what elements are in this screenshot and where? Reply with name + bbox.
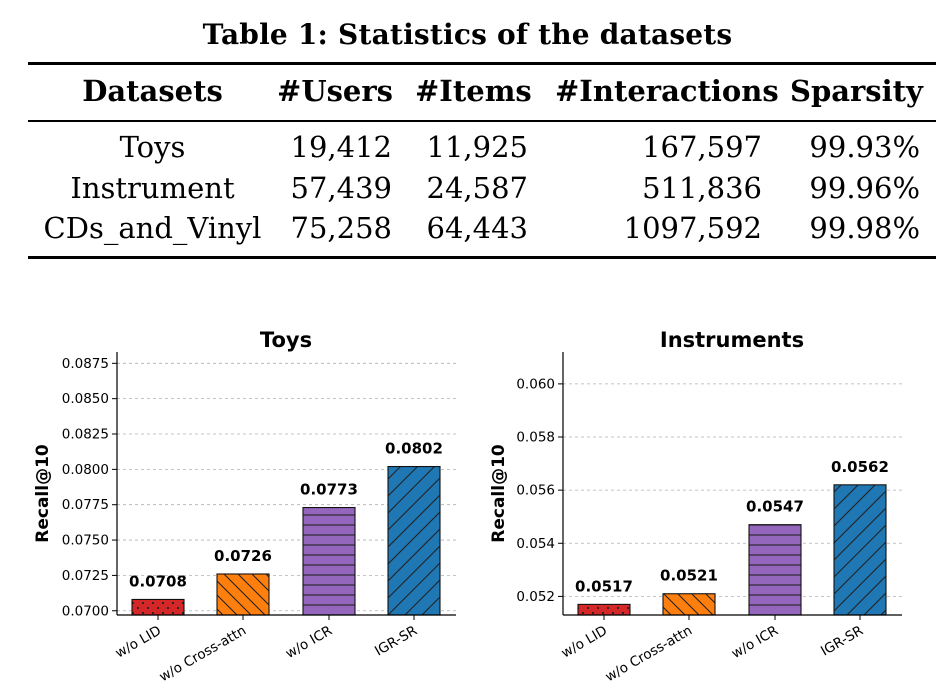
y-tick-label: 0.0800 [62, 462, 109, 478]
x-tick-label: w/o LID [559, 623, 610, 662]
row-cds-items: 64,443 [426, 211, 528, 245]
row-cds-sparsity: 99.98% [809, 211, 920, 245]
row-instrument-interactions: 511,836 [642, 171, 762, 205]
y-tick-label: 0.0775 [62, 497, 109, 513]
row-toys-interactions: 167,597 [642, 130, 762, 164]
header-datasets: Datasets [82, 74, 223, 108]
y-tick-label: 0.052 [516, 589, 555, 605]
bar-hatch [216, 573, 270, 616]
y-tick-label: 0.058 [516, 430, 555, 446]
header-interactions: #Interactions [555, 74, 779, 108]
x-tick-label: w/o ICR [729, 623, 781, 662]
row-instrument-name: Instrument [70, 171, 235, 205]
y-tick-label: 0.060 [516, 376, 555, 392]
y-tick-label: 0.0725 [62, 568, 109, 584]
toys-chart-title: Toys [260, 328, 312, 352]
header-users: #Users [277, 74, 393, 108]
y-tick-label: 0.0700 [62, 603, 109, 619]
y-axis-label: Recall@10 [489, 444, 509, 543]
y-tick-label: 0.0750 [62, 533, 109, 549]
bar-hatch [387, 465, 441, 616]
table-header-rule [28, 120, 936, 122]
y-tick-label: 0.0825 [62, 427, 109, 443]
row-instrument-items: 24,587 [426, 171, 528, 205]
row-cds-name: CDs_and_Vinyl [43, 211, 262, 245]
bar-hatch [833, 484, 887, 616]
header-items: #Items [415, 74, 532, 108]
instruments-chart-title: Instruments [660, 328, 804, 352]
x-tick-label: w/o LID [113, 623, 164, 662]
table-caption: Table 1: Statistics of the datasets [202, 18, 733, 51]
bar-hatch [131, 598, 185, 616]
y-tick-label: 0.056 [516, 483, 555, 499]
x-tick-label: w/o ICR [283, 623, 335, 662]
bar-hatch [577, 603, 631, 616]
x-tick-label: IGR-SR [818, 623, 866, 660]
row-cds-users: 75,258 [290, 211, 392, 245]
row-toys-name: Toys [119, 130, 186, 164]
row-instrument-sparsity: 99.96% [809, 171, 920, 205]
y-tick-label: 0.0875 [62, 356, 109, 372]
row-instrument-users: 57,439 [290, 171, 392, 205]
header-sparsity: Sparsity [790, 74, 923, 108]
row-toys-users: 19,412 [290, 130, 392, 164]
table-top-rule [28, 62, 936, 65]
x-tick-label: w/o Cross-attn [603, 623, 695, 686]
bar-value-label: 0.0517 [575, 577, 633, 595]
x-tick-label: w/o Cross-attn [157, 623, 249, 686]
row-cds-interactions: 1097,592 [623, 211, 762, 245]
x-tick-label: IGR-SR [372, 623, 420, 660]
y-tick-label: 0.0850 [62, 391, 109, 407]
row-toys-items: 11,925 [426, 130, 528, 164]
bar-value-label: 0.0773 [300, 481, 358, 499]
bar-value-label: 0.0521 [660, 567, 718, 585]
instruments-chart: 0.052 0.054 0.056 0.058 0.060 0.0517 w/o LID 0.… [489, 328, 902, 685]
row-toys-sparsity: 99.93% [809, 130, 920, 164]
toys-chart: 0.0700 0.0725 0.0750 0.0775 0.0800 0.0825 0.08… [33, 328, 456, 685]
bar-value-label: 0.0726 [214, 547, 272, 565]
bar-hatch [302, 506, 356, 616]
bar-value-label: 0.0708 [129, 572, 187, 590]
table-bottom-rule [28, 256, 936, 259]
y-axis-label: Recall@10 [33, 444, 53, 543]
bar-value-label: 0.0802 [385, 440, 443, 458]
bar-hatch [662, 593, 716, 616]
bar-hatch [748, 524, 802, 616]
bar-value-label: 0.0562 [831, 458, 889, 476]
bar-value-label: 0.0547 [746, 498, 804, 516]
y-tick-label: 0.054 [516, 536, 555, 552]
